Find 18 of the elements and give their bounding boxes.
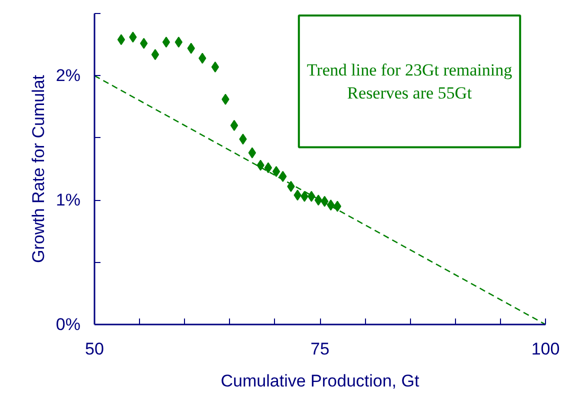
point [151, 49, 160, 60]
point [117, 34, 126, 46]
x-tick-label: 75 [310, 340, 330, 358]
x-axis-title: Cumulative Production, Gt [220, 372, 420, 390]
point [230, 120, 238, 131]
annotation: Trend line for 23Gt remaining Reserves are 55Gt [306, 60, 513, 102]
x-tick-label: 100 [531, 340, 560, 358]
y-tick-label: 0% [56, 315, 81, 334]
point [248, 147, 256, 158]
y-axis-title: Growth Rate for Cumulat [28, 74, 48, 264]
x-tick-label: 50 [85, 340, 104, 358]
y-tick-label: 2% [56, 66, 81, 86]
point [326, 200, 335, 211]
y-tick-label: 1% [56, 190, 81, 210]
point [264, 162, 272, 174]
point [211, 61, 220, 72]
point [162, 36, 170, 48]
point [272, 166, 280, 177]
